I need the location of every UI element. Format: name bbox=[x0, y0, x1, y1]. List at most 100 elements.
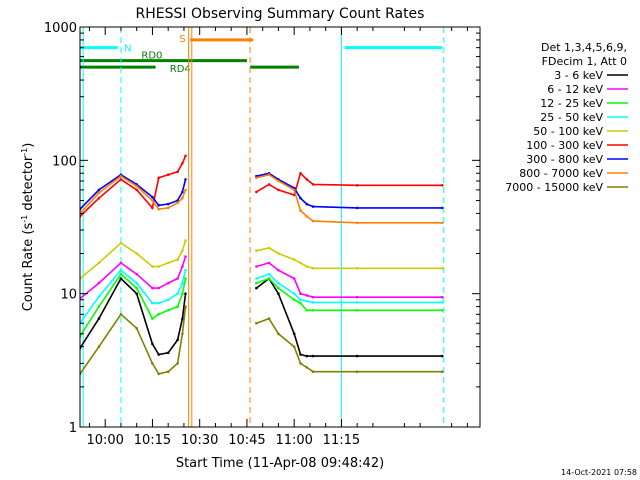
chart-title: RHESSI Observing Summary Count Rates bbox=[136, 6, 425, 22]
data-point bbox=[151, 195, 154, 199]
data-point bbox=[166, 261, 170, 265]
data-point bbox=[311, 183, 315, 186]
data-point bbox=[119, 277, 123, 280]
data-point bbox=[97, 188, 101, 192]
x-axis: 10:00 10:15 10:30 10:45 11:00 11:15 bbox=[86, 27, 468, 448]
series-12-25-kev bbox=[80, 272, 444, 338]
data-point bbox=[299, 292, 302, 296]
data-point bbox=[181, 332, 184, 336]
legend-header: Det 1,3,4,5,6,9, FDecim 1, Att 0 bbox=[541, 41, 627, 68]
data-point bbox=[184, 239, 187, 242]
data-point bbox=[184, 154, 187, 158]
data-point bbox=[277, 252, 280, 255]
data-point bbox=[299, 362, 302, 365]
x-tick-label: 10:15 bbox=[134, 433, 171, 448]
data-point bbox=[440, 309, 444, 312]
data-point bbox=[119, 268, 123, 272]
data-point bbox=[166, 309, 170, 312]
data-point bbox=[277, 332, 280, 336]
data-point bbox=[255, 321, 258, 325]
data-point bbox=[299, 209, 302, 212]
data-point bbox=[166, 173, 170, 176]
data-point bbox=[305, 178, 309, 181]
data-point bbox=[166, 370, 170, 374]
data-point bbox=[151, 317, 154, 320]
data-point bbox=[255, 281, 258, 285]
data-point bbox=[184, 305, 187, 308]
data-point bbox=[311, 309, 315, 312]
series-25-50-kev bbox=[80, 268, 444, 325]
data-point bbox=[255, 190, 258, 194]
data-point bbox=[181, 281, 184, 285]
data-point bbox=[355, 221, 359, 225]
data-point bbox=[181, 162, 184, 165]
data-point bbox=[355, 301, 359, 304]
data-point bbox=[277, 188, 280, 192]
data-point bbox=[355, 295, 359, 299]
state-label-s: S bbox=[179, 34, 185, 45]
data-point bbox=[151, 286, 154, 290]
data-point bbox=[166, 281, 170, 285]
x-tick-label: 10:30 bbox=[181, 433, 218, 448]
data-point bbox=[255, 286, 258, 290]
data-point bbox=[299, 353, 302, 356]
legend-header-line2: FDecim 1, Att 0 bbox=[542, 55, 627, 68]
data-point bbox=[181, 317, 184, 320]
data-point bbox=[166, 202, 170, 206]
data-point bbox=[181, 292, 184, 296]
data-point bbox=[151, 206, 154, 210]
data-point bbox=[119, 261, 123, 265]
data-point bbox=[184, 188, 187, 192]
data-point bbox=[305, 366, 309, 369]
data-point bbox=[305, 294, 309, 297]
data-point bbox=[355, 267, 359, 270]
series-7000-15000-kev bbox=[80, 305, 444, 376]
data-point bbox=[97, 281, 101, 285]
series-800-7000-kev bbox=[80, 173, 444, 225]
state-label-rd0: RD0 bbox=[141, 51, 162, 62]
data-point bbox=[355, 354, 359, 358]
data-point bbox=[97, 345, 101, 349]
data-point bbox=[267, 277, 271, 280]
data-point bbox=[292, 277, 296, 280]
data-point bbox=[277, 179, 280, 183]
data-point bbox=[311, 219, 315, 223]
x-tick-label: 10:00 bbox=[86, 433, 123, 448]
data-point bbox=[311, 354, 315, 358]
data-point bbox=[292, 298, 296, 302]
data-point bbox=[166, 298, 170, 302]
data-point bbox=[305, 309, 309, 312]
data-point bbox=[277, 268, 280, 272]
data-point bbox=[157, 313, 160, 316]
data-point bbox=[299, 301, 302, 305]
legend-label-300-800-kev: 300 - 800 keV bbox=[526, 153, 603, 166]
data-point bbox=[311, 301, 315, 304]
series-100-300-kev bbox=[80, 154, 444, 218]
data-point bbox=[440, 221, 444, 225]
data-point bbox=[267, 173, 271, 176]
data-point bbox=[277, 281, 280, 285]
data-point bbox=[440, 184, 444, 187]
legend-label-3-6-kev: 3 - 6 keV bbox=[554, 69, 603, 82]
legend-label-7000-15000-kev: 7000 - 15000 keV bbox=[505, 181, 603, 194]
data-point bbox=[311, 370, 315, 374]
y-axis: 1 10 100 1000 bbox=[44, 21, 480, 436]
data-point bbox=[184, 178, 187, 181]
data-point bbox=[305, 299, 309, 303]
series-layer bbox=[80, 154, 444, 376]
series-6-12-kev bbox=[80, 255, 444, 300]
data-point bbox=[97, 317, 101, 320]
data-point bbox=[184, 277, 187, 280]
data-point bbox=[157, 176, 160, 180]
data-point bbox=[267, 246, 271, 250]
data-point bbox=[151, 342, 154, 346]
x-tick-label: 11:00 bbox=[275, 433, 312, 448]
data-point bbox=[184, 255, 187, 258]
legend-label-800-7000-kev: 800 - 7000 keV bbox=[519, 167, 603, 180]
data-point bbox=[97, 261, 101, 265]
data-point bbox=[97, 191, 101, 195]
data-point bbox=[97, 305, 101, 308]
data-point bbox=[176, 362, 179, 365]
data-point bbox=[292, 292, 296, 296]
